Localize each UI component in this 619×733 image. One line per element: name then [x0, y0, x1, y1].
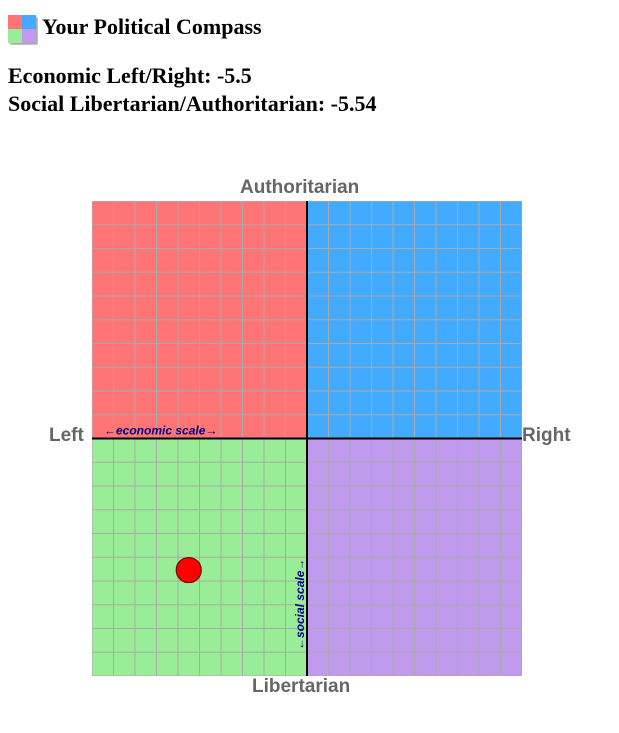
score-summary: Economic Left/Right: -5.5 Social Liberta…: [8, 62, 376, 118]
axis-label-authoritarian: Authoritarian: [240, 177, 360, 198]
economic-scale-label: ←economic scale→: [104, 424, 217, 438]
political-compass-logo-icon: [8, 15, 36, 43]
page-title: Your Political Compass: [42, 14, 262, 39]
axis-label-left: Left: [49, 425, 84, 446]
axis-label-right: Right: [522, 425, 571, 446]
social-scale-label: ←social scale→: [293, 559, 307, 650]
economic-score: Economic Left/Right: -5.5: [8, 63, 252, 88]
data-points: [175, 556, 202, 584]
social-score: Social Libertarian/Authoritarian: -5.54: [8, 91, 377, 116]
political-compass-chart: ←economic scale→ ←social scale→: [92, 201, 522, 676]
user-position-point: [175, 556, 202, 584]
axis-label-libertarian: Libertarian: [252, 676, 351, 697]
